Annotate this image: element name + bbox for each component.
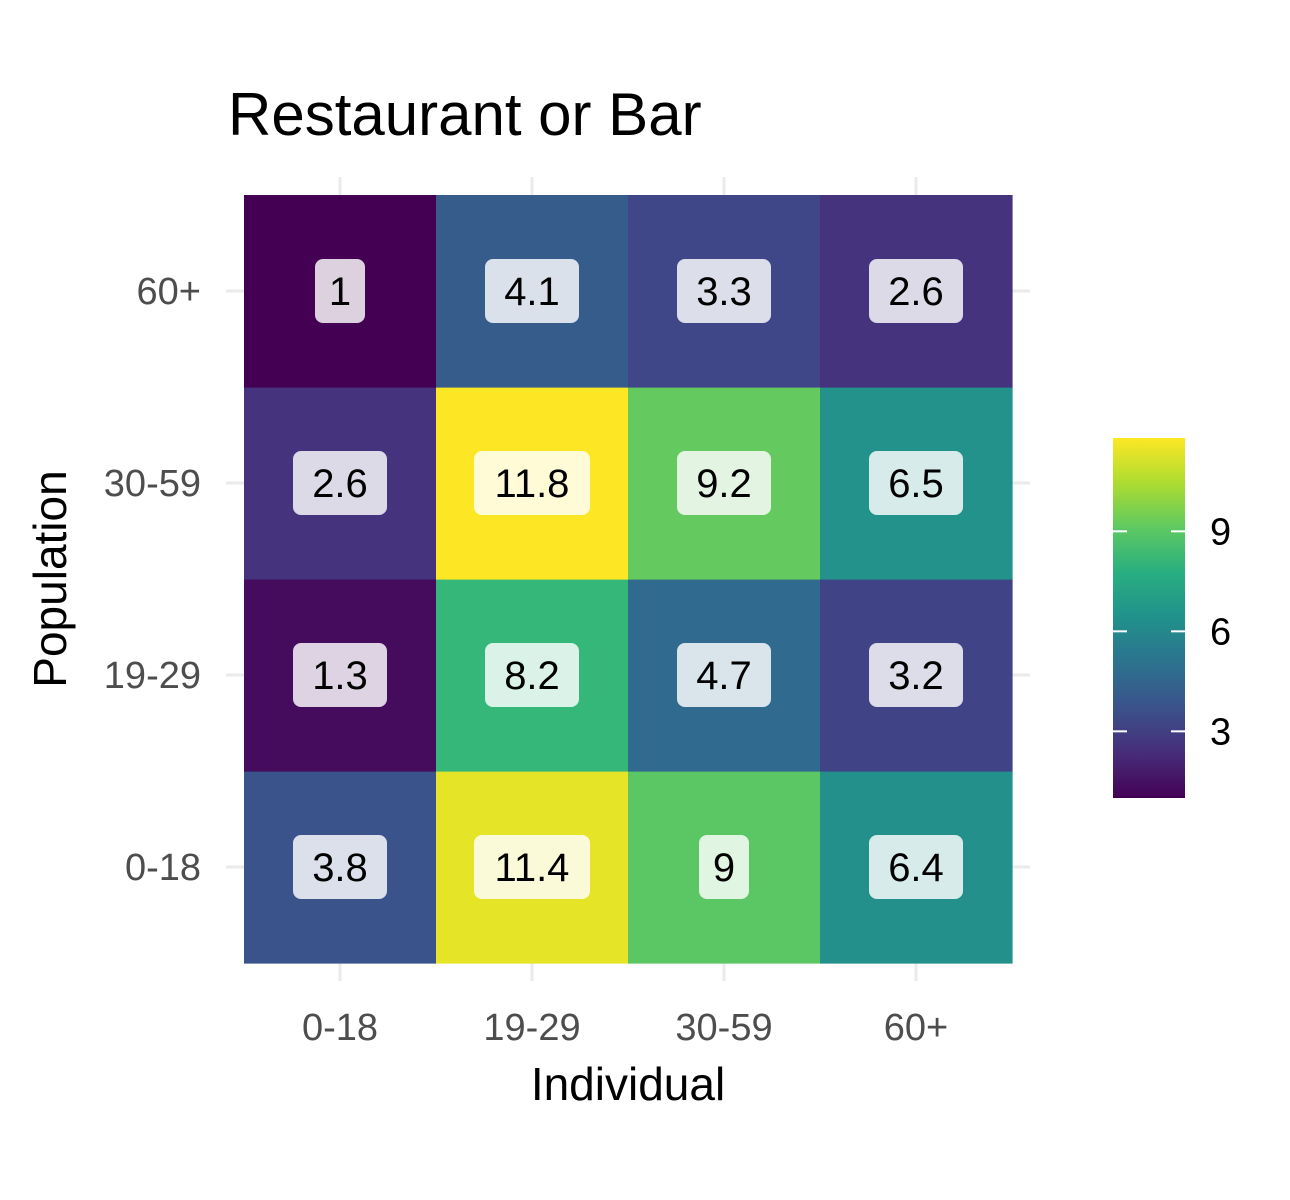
cell-value-label: 6.5	[869, 451, 963, 515]
y-tick-label: 19-29	[104, 655, 201, 697]
cell-value-text: 11.8	[495, 462, 570, 506]
legend-tick-label: 3	[1210, 711, 1231, 753]
color-legend: 3 6 9	[1113, 438, 1231, 798]
cell-value-text: 9	[713, 846, 735, 890]
cell-label-background	[869, 835, 963, 899]
cell-value-label: 9	[699, 835, 749, 899]
cell-value-label: 6.4	[869, 835, 963, 899]
cell-value-label: 1.3	[293, 643, 387, 707]
cell-label-background	[485, 259, 579, 323]
cell-value-label: 11.8	[474, 451, 590, 515]
cell-label-background	[869, 643, 963, 707]
chart-title: Restaurant or Bar	[228, 81, 702, 148]
cell-value-text: 2.6	[888, 270, 944, 314]
cell-value-label: 2.6	[293, 451, 387, 515]
legend-colorbar	[1113, 438, 1185, 798]
cell-labels: 3.8 11.4 9 6.4 1.3 8.2 4.7 3.2 2.6 11.8 9.2 6.5 1 4.1…	[293, 259, 963, 899]
cell-value-label: 3.3	[677, 259, 771, 323]
legend-tick-label: 9	[1210, 511, 1231, 553]
y-tick-label: 0-18	[125, 847, 201, 889]
cell-label-background	[699, 835, 749, 899]
cell-value-text: 6.4	[888, 846, 944, 890]
cell-value-label: 2.6	[869, 259, 963, 323]
cell-label-background	[315, 259, 365, 323]
cell-label-background	[677, 643, 771, 707]
cell-value-text: 2.6	[312, 462, 368, 506]
cell-label-background	[869, 451, 963, 515]
cell-label-background	[474, 835, 590, 899]
cell-value-text: 8.2	[504, 654, 560, 698]
cell-label-background	[869, 259, 963, 323]
cell-value-text: 1.3	[312, 654, 368, 698]
cell-value-text: 4.7	[696, 654, 752, 698]
y-axis-ticks: 0-18 19-29 30-59 60+	[104, 271, 201, 889]
legend-tick-label: 6	[1210, 611, 1231, 653]
cell-label-background	[293, 835, 387, 899]
cell-value-label: 1	[315, 259, 365, 323]
cell-value-label: 3.2	[869, 643, 963, 707]
cell-label-background	[677, 451, 771, 515]
cell-value-label: 3.8	[293, 835, 387, 899]
cell-label-background	[485, 643, 579, 707]
x-tick-label: 0-18	[302, 1007, 378, 1049]
x-axis-title: Individual	[531, 1058, 725, 1110]
cell-value-text: 3.2	[888, 654, 944, 698]
cell-label-background	[293, 451, 387, 515]
cell-value-text: 3.3	[696, 270, 752, 314]
cell-value-text: 11.4	[495, 846, 570, 890]
cell-value-label: 4.7	[677, 643, 771, 707]
cell-label-background	[293, 643, 387, 707]
cell-value-text: 6.5	[888, 462, 944, 506]
cell-value-label: 4.1	[485, 259, 579, 323]
y-tick-label: 30-59	[104, 463, 201, 505]
cell-value-text: 1	[329, 270, 351, 314]
y-tick-label: 60+	[137, 271, 201, 313]
cell-value-text: 9.2	[696, 462, 752, 506]
y-axis-title: Population	[24, 470, 76, 687]
x-axis-ticks: 0-18 19-29 30-59 60+	[302, 1007, 948, 1049]
x-tick-label: 30-59	[675, 1007, 772, 1049]
x-tick-label: 60+	[884, 1007, 948, 1049]
cell-value-label: 9.2	[677, 451, 771, 515]
cell-label-background	[677, 259, 771, 323]
cell-label-background	[474, 451, 590, 515]
x-tick-label: 19-29	[483, 1007, 580, 1049]
cell-value-label: 8.2	[485, 643, 579, 707]
cell-value-label: 11.4	[474, 835, 590, 899]
cell-value-text: 4.1	[504, 270, 560, 314]
cell-value-text: 3.8	[312, 846, 368, 890]
